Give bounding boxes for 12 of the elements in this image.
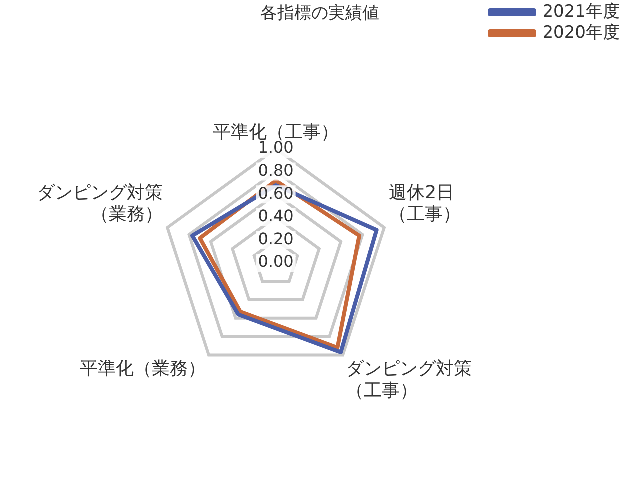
y-tick-label: 0.20: [258, 229, 294, 248]
y-tick-label: 0.40: [258, 206, 294, 226]
y-tick-label: 0.00: [258, 252, 294, 272]
chart-title: 各指標の実績値: [260, 4, 380, 24]
y-tick-label: 0.60: [258, 184, 294, 203]
spoke-label: 週休2日（工事）: [389, 182, 462, 226]
y-tick-label: 0.80: [258, 160, 294, 180]
spoke-label: ダンピング対策（業務）: [36, 182, 163, 226]
legend-label: 2020年度: [542, 22, 620, 43]
spoke-label: 平準化（業務）: [80, 358, 206, 380]
spoke-label: ダンピング対策（工事）: [346, 358, 472, 402]
legend-label: 2021年度: [542, 2, 620, 22]
